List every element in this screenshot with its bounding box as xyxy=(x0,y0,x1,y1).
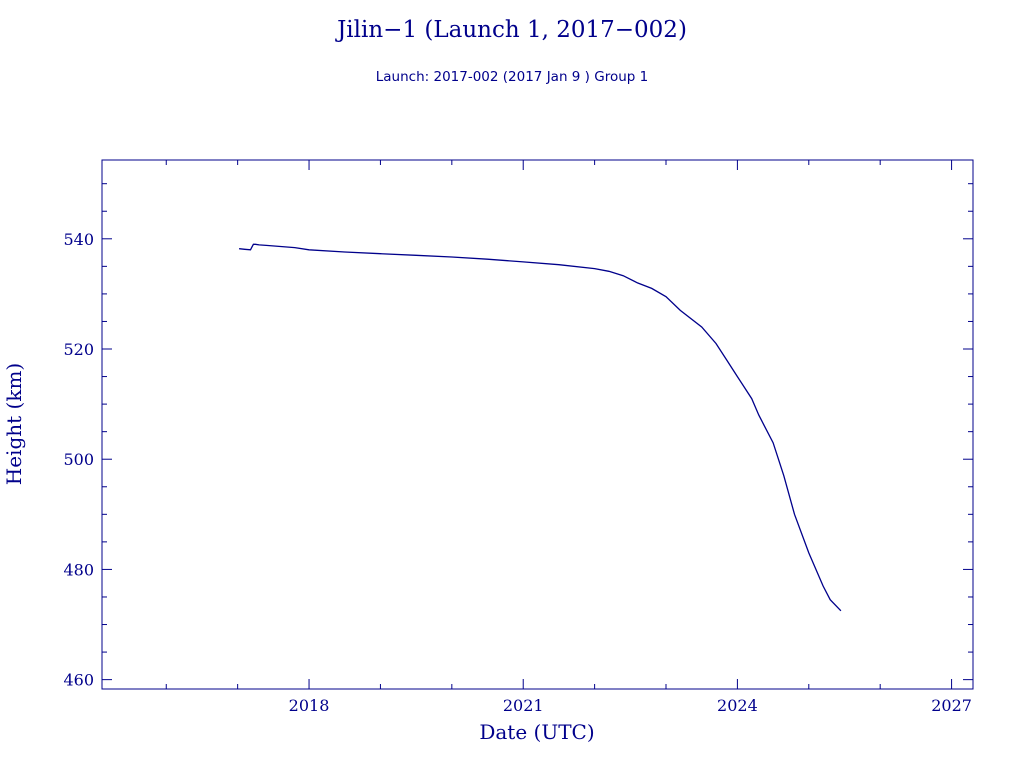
x-tick-label: 2021 xyxy=(503,696,544,715)
y-tick-label: 520 xyxy=(63,340,94,359)
x-axis-label: Date (UTC) xyxy=(479,720,594,744)
y-axis-label: Height (km) xyxy=(2,363,26,485)
tick-marks xyxy=(102,160,973,689)
plot-frame xyxy=(101,159,974,690)
x-tick-label: 2027 xyxy=(931,696,972,715)
y-tick-label: 460 xyxy=(63,671,94,690)
x-tick-label: 2024 xyxy=(717,696,758,715)
x-tick-label: 2018 xyxy=(289,696,330,715)
y-tick-label: 540 xyxy=(63,230,94,249)
chart-subtitle: Launch: 2017-002 (2017 Jan 9 ) Group 1 xyxy=(376,69,648,85)
y-tick-label: 500 xyxy=(63,450,94,469)
chart-title: Jilin−1 (Launch 1, 2017−002) xyxy=(335,17,687,43)
x-tick-labels: 2018 2021 2024 2027 xyxy=(289,696,972,715)
height-series-line xyxy=(239,243,842,612)
y-tick-labels: 460 480 500 520 540 xyxy=(63,230,94,690)
y-tick-label: 480 xyxy=(63,560,94,579)
